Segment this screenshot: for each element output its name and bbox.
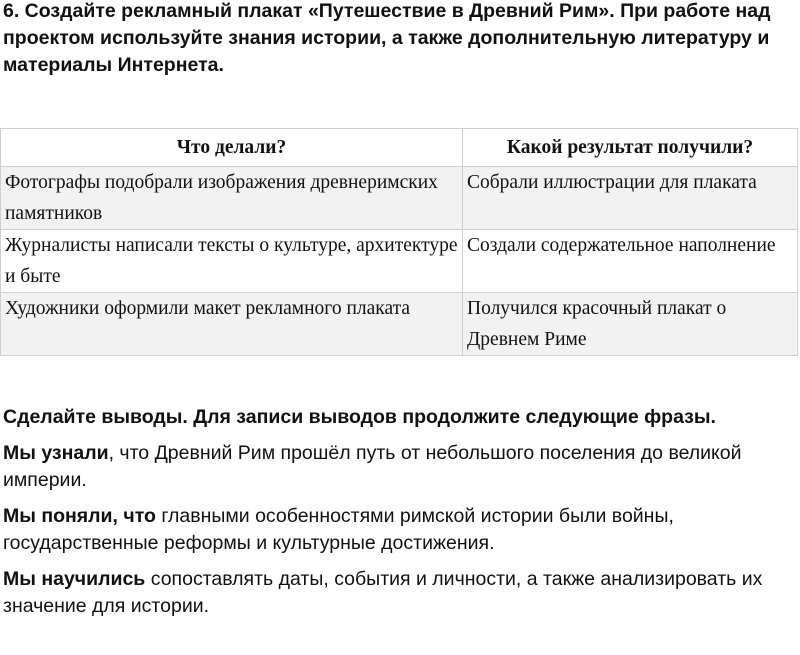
conclusions: Сделайте выводы. Для записи выводов прод… [3, 404, 798, 629]
task-text: 6. Создайте рекламный плакат «Путешестви… [3, 0, 771, 76]
conclusions-heading: Сделайте выводы. Для записи выводов прод… [3, 406, 716, 428]
conclusion-text: , что Древний Рим прошёл путь от небольш… [3, 442, 742, 491]
conclusion-item: Мы научились сопоставлять даты, события … [3, 566, 798, 620]
conclusion-lead: Мы научились [3, 568, 146, 590]
table-cell: Журналисты написали тексты о культуре, а… [0, 229, 463, 293]
results-table: Что делали? Какой результат получили? Фо… [0, 128, 798, 356]
conclusion-text: сопоставлять даты, события и личности, а… [3, 568, 763, 617]
conclusion-text: главными особенностями римской истории б… [3, 505, 674, 554]
table-row: Журналисты написали тексты о культуре, а… [0, 229, 798, 293]
table-row: Фотографы подобрали изображения древнери… [0, 166, 798, 230]
conclusion-item: Мы узнали, что Древний Рим прошёл путь о… [3, 440, 798, 494]
header-result: Какой результат получили? [462, 128, 798, 167]
header-what-done: Что делали? [0, 128, 463, 167]
table-cell: Создали содержательное наполнение [462, 229, 798, 293]
table-row: Художники оформили макет рекламного плак… [0, 292, 798, 356]
table-header-row: Что делали? Какой результат получили? [0, 128, 798, 167]
conclusion-lead: Мы поняли, что [3, 505, 156, 527]
conclusion-item: Мы поняли, что главными особенностями ри… [3, 503, 798, 557]
table-cell: Художники оформили макет рекламного плак… [0, 292, 463, 356]
table-cell: Получился красочный плакат о Древнем Рим… [462, 292, 798, 356]
table-cell: Собрали иллюстрации для плаката [462, 166, 798, 230]
table-cell: Фотографы подобрали изображения древнери… [0, 166, 463, 230]
conclusion-lead: Мы узнали [3, 442, 109, 464]
